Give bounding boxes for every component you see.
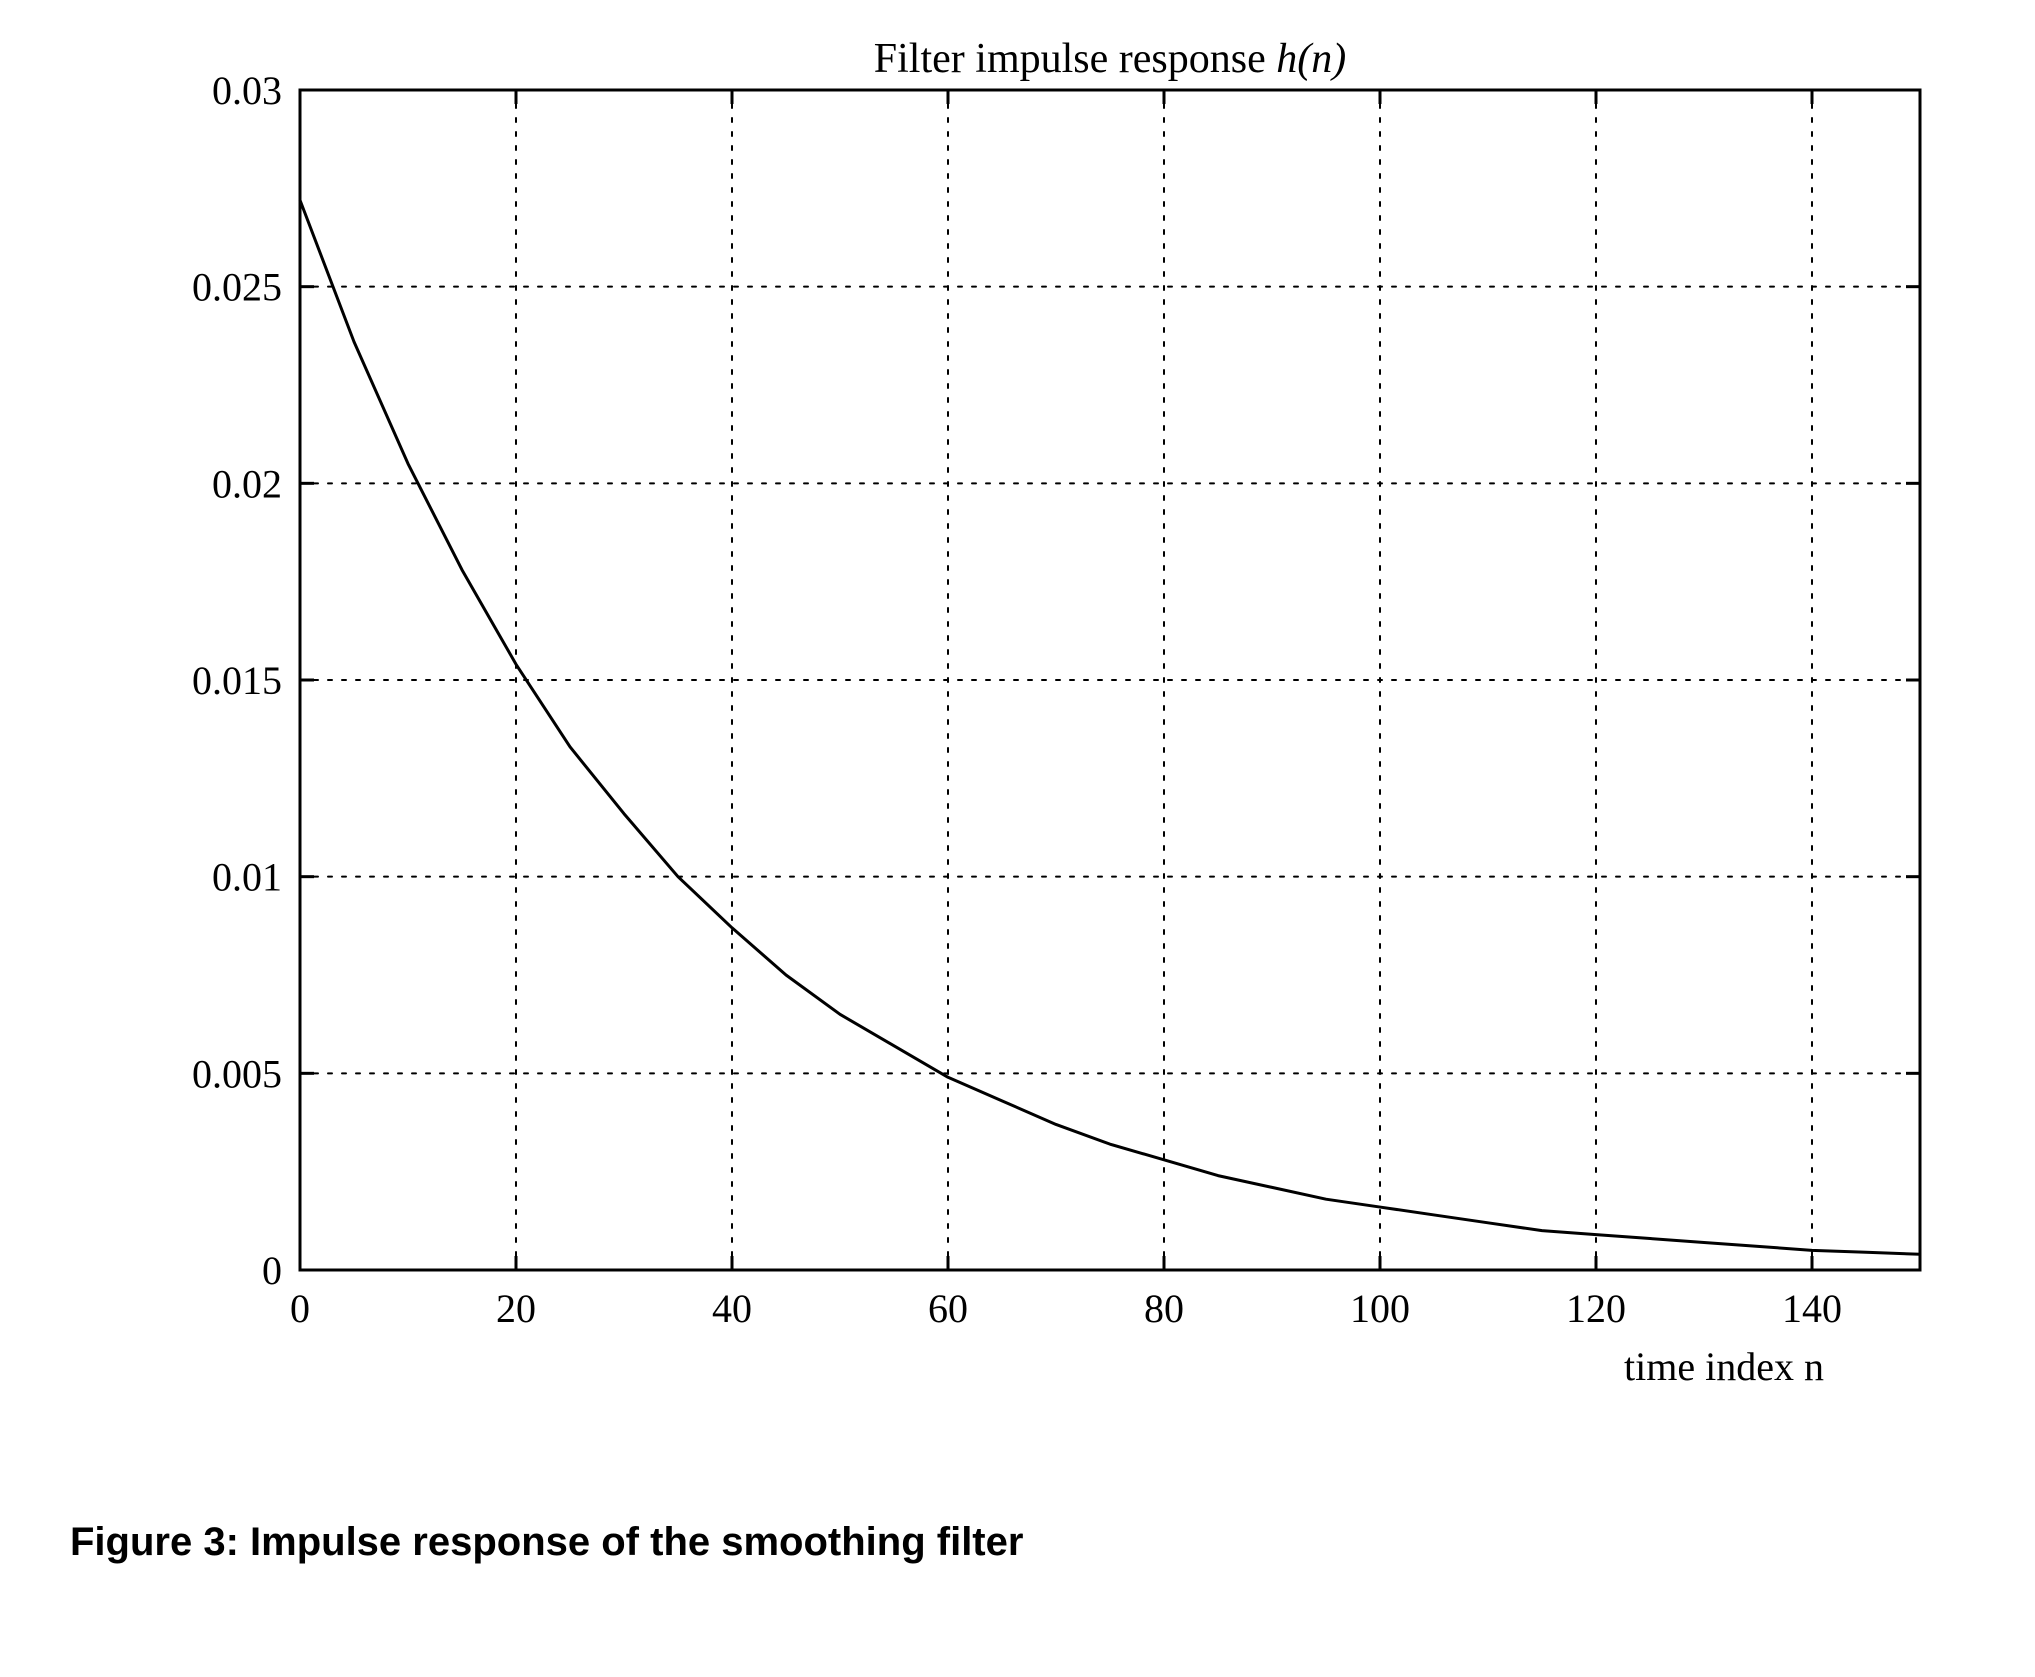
impulse-response-chart: 0 20 40 60 80 100 120 140 0 0.005 0.01 0.015 0.02 0.0…	[90, 20, 1950, 1420]
svg-text:time index n: time index n	[1624, 1344, 1824, 1389]
svg-text:0: 0	[262, 1248, 282, 1293]
svg-text:0.015: 0.015	[192, 658, 282, 703]
svg-text:0.01: 0.01	[212, 855, 282, 900]
svg-text:120: 120	[1566, 1286, 1626, 1331]
svg-text:100: 100	[1350, 1286, 1410, 1331]
svg-text:0.03: 0.03	[212, 68, 282, 113]
svg-text:0.02: 0.02	[212, 461, 282, 506]
svg-text:80: 80	[1144, 1286, 1184, 1331]
figure-caption: Figure 3: Impulse response of the smooth…	[70, 1520, 1023, 1565]
svg-text:60: 60	[928, 1286, 968, 1331]
svg-text:0.005: 0.005	[192, 1051, 282, 1096]
svg-text:20: 20	[496, 1286, 536, 1331]
svg-text:Filter impulse response h(n): Filter impulse response h(n)	[874, 36, 1346, 82]
svg-text:140: 140	[1782, 1286, 1842, 1331]
svg-text:0.025: 0.025	[192, 265, 282, 310]
chart-container: 0 20 40 60 80 100 120 140 0 0.005 0.01 0.015 0.02 0.0…	[90, 20, 1950, 1420]
svg-text:0: 0	[290, 1286, 310, 1331]
page-root: 0 20 40 60 80 100 120 140 0 0.005 0.01 0.015 0.02 0.0…	[0, 0, 2035, 1677]
svg-text:40: 40	[712, 1286, 752, 1331]
